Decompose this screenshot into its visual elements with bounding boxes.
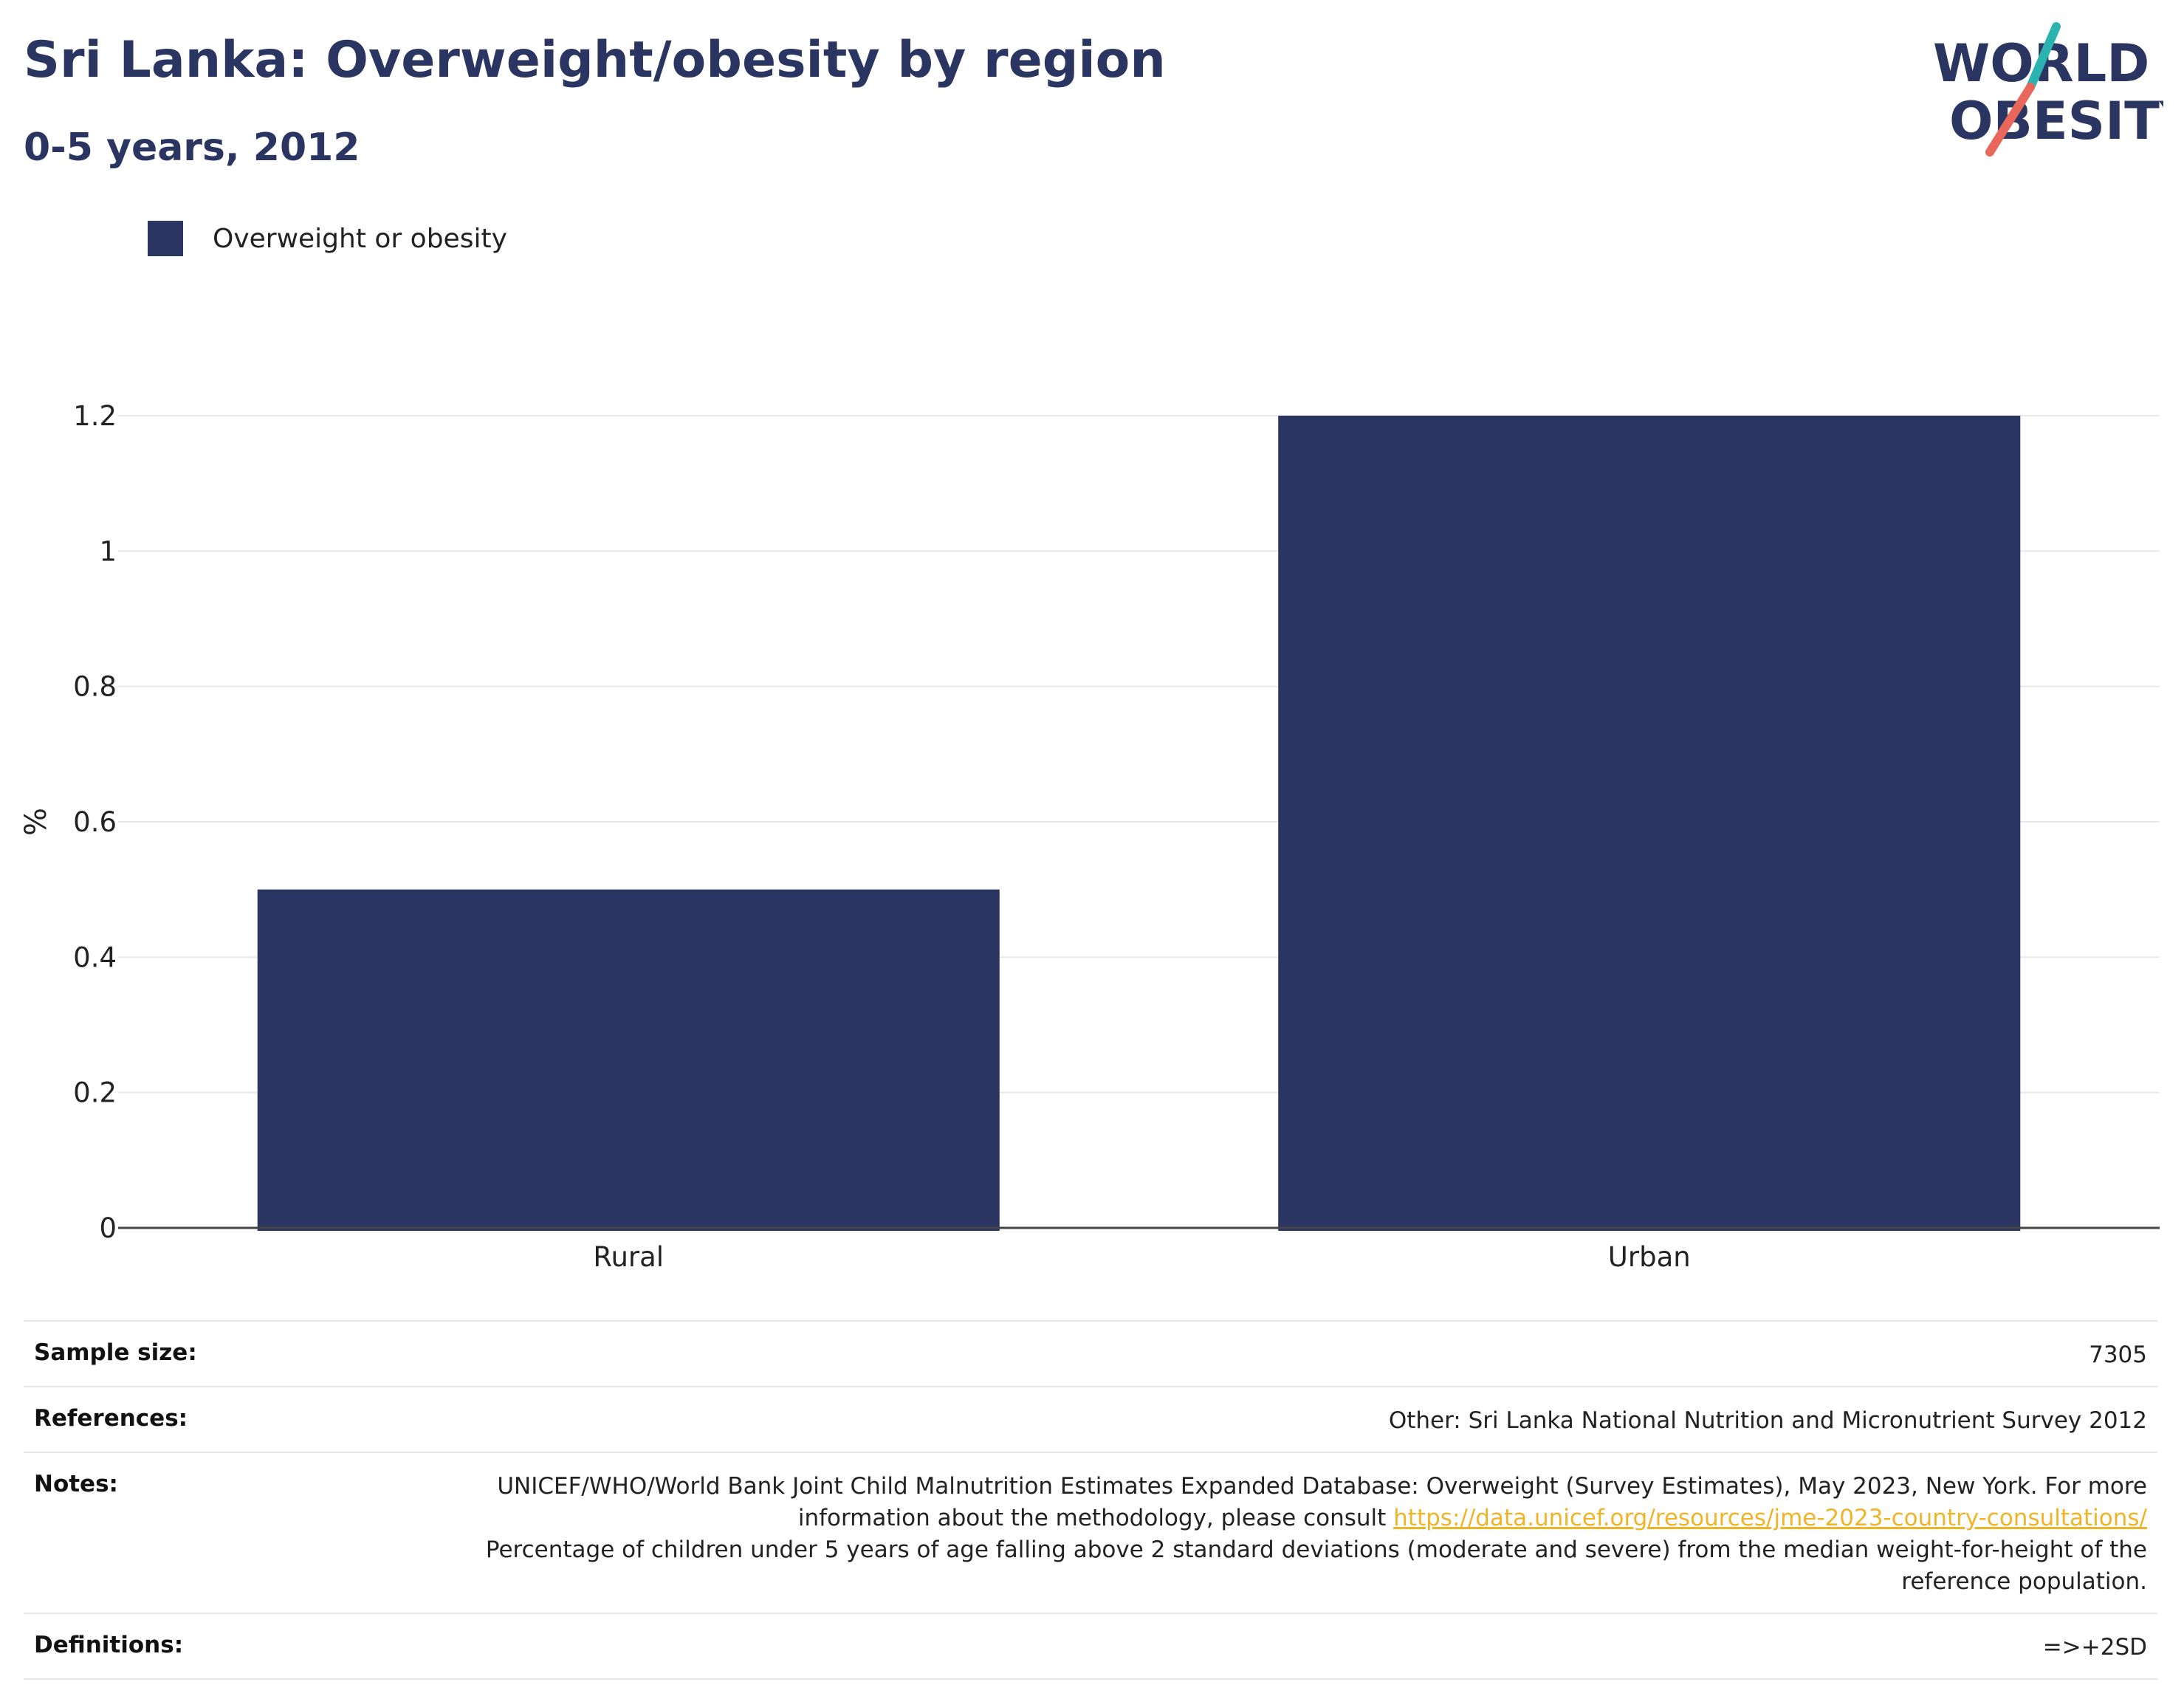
references-value: Other: Sri Lanka National Nutrition and … (1388, 1407, 2147, 1434)
world-obesity-logo: WORLD OBESITY (1933, 22, 2163, 157)
y-tick-label: 0.6 (73, 806, 117, 838)
notes-text-2: Percentage of children under 5 years of … (485, 1537, 2147, 1595)
notes-text-1: UNICEF/WHO/World Bank Joint Child Malnut… (497, 1473, 2147, 1531)
y-tick-label: 0.4 (73, 941, 117, 973)
chart-title: Sri Lanka: Overweight/obesity by region (24, 31, 1166, 89)
info-row-definitions: Definitions: =>+2SD (24, 1613, 2157, 1680)
sample-size-label: Sample size: (34, 1339, 197, 1366)
logo-slash-coral (1985, 83, 2035, 157)
chart-legend[interactable]: Overweight or obesity (148, 219, 507, 258)
y-tick-label: 0.2 (73, 1077, 117, 1109)
notes-value: UNICEF/WHO/World Bank Joint Child Malnut… (449, 1471, 2147, 1598)
references-label: References: (34, 1405, 188, 1432)
legend-label: Overweight or obesity (213, 223, 507, 254)
info-row-references: References: Other: Sri Lanka National Nu… (24, 1386, 2157, 1452)
info-table: Sample size: 7305 References: Other: Sri… (24, 1320, 2157, 1680)
bar (257, 889, 1000, 1231)
legend-swatch (148, 221, 183, 256)
y-tick-label: 1 (99, 535, 117, 567)
definitions-value: =>+2SD (2042, 1634, 2147, 1661)
info-row-notes: Notes: UNICEF/WHO/World Bank Joint Child… (24, 1452, 2157, 1613)
x-tick-label: Urban (1608, 1241, 1691, 1273)
sample-size-value: 7305 (2089, 1342, 2147, 1368)
notes-link[interactable]: https://data.unicef.org/resources/jme-20… (1393, 1505, 2147, 1531)
info-row-sample-size: Sample size: 7305 (24, 1320, 2157, 1386)
bar-chart: 0 0.2 0.4 0.6 0.8 1 1.2 Rural Urban% (19, 400, 2160, 1273)
logo-slash-teal (2026, 22, 2061, 92)
y-axis-title: % (19, 808, 53, 836)
notes-label: Notes: (34, 1471, 118, 1497)
y-tick-label: 1.2 (73, 400, 117, 432)
x-tick-label: Rural (593, 1241, 664, 1273)
y-tick-label: 0.8 (73, 671, 117, 703)
chart-subtitle: 0-5 years, 2012 (24, 126, 360, 170)
definitions-label: Definitions: (34, 1632, 184, 1658)
logo-word-obesity: OBESITY (1949, 91, 2163, 151)
y-tick-label: 0 (99, 1212, 117, 1244)
bar (1278, 416, 2021, 1231)
